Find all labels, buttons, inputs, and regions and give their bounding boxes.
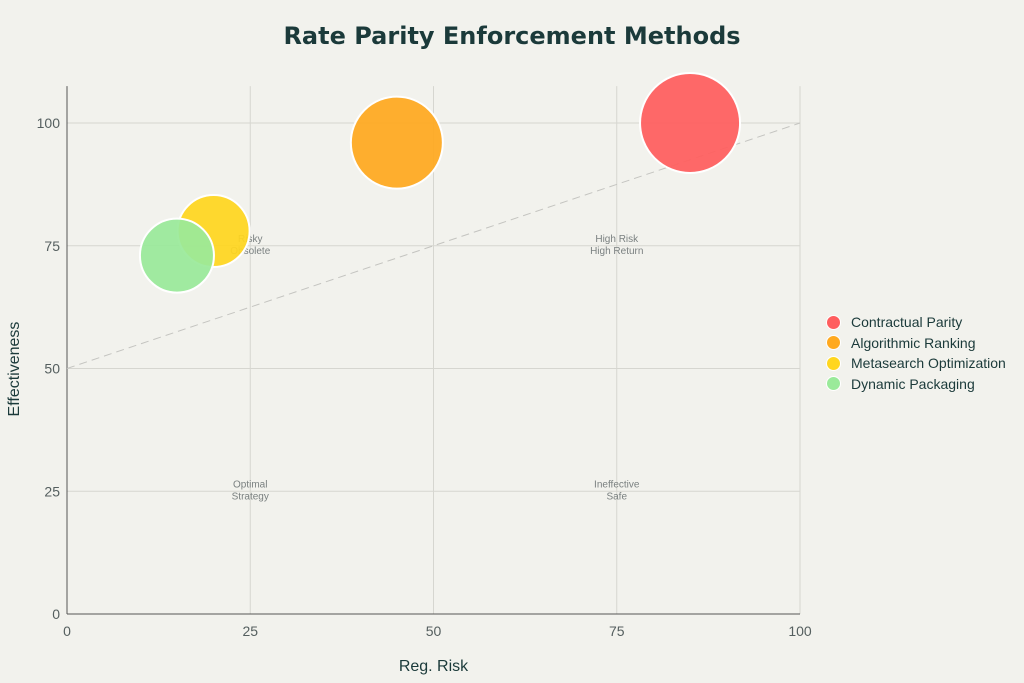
quadrant-label: Optimal Strategy: [232, 479, 269, 502]
legend-label: Metasearch Optimization: [851, 355, 1006, 372]
bubble-algorithmic-ranking: [349, 95, 444, 190]
quadrant-label: High Risk High Return: [590, 234, 643, 257]
y-tick-label: 75: [44, 238, 60, 254]
chart-title: Rate Parity Enforcement Methods: [283, 22, 741, 50]
legend-item[interactable]: Algorithmic Ranking: [826, 333, 1006, 354]
bubble-contractual-parity: [639, 72, 742, 174]
legend: Contractual Parity Algorithmic Ranking Met…: [826, 312, 1006, 394]
y-tick-label: 25: [44, 483, 60, 499]
bubble-dynamic-packaging: [138, 217, 215, 294]
legend-item[interactable]: Dynamic Packaging: [826, 374, 1006, 395]
legend-item[interactable]: Contractual Parity: [826, 312, 1006, 333]
x-tick-label: 25: [242, 623, 258, 639]
legend-label: Dynamic Packaging: [851, 375, 975, 392]
legend-swatch: [826, 355, 841, 371]
legend-swatch: [826, 314, 841, 330]
legend-swatch: [826, 335, 841, 351]
y-tick-label: 0: [52, 606, 60, 622]
quadrant-label: Ineffective Safe: [594, 479, 640, 502]
legend-item[interactable]: Metasearch Optimization: [826, 353, 1006, 374]
y-tick-label: 100: [37, 115, 61, 131]
x-axis-label: Reg. Risk: [399, 658, 469, 675]
legend-label: Contractual Parity: [851, 314, 963, 331]
y-tick-label: 50: [44, 361, 60, 377]
legend-label: Algorithmic Ranking: [851, 334, 976, 351]
x-tick-label: 100: [788, 623, 812, 639]
quadrant-label: Risky Obsolete: [230, 234, 270, 257]
x-tick-label: 50: [426, 623, 442, 639]
legend-swatch: [826, 376, 841, 392]
y-axis-label: Effectiveness: [6, 322, 23, 417]
x-tick-label: 75: [609, 623, 625, 639]
x-tick-label: 0: [63, 623, 71, 639]
